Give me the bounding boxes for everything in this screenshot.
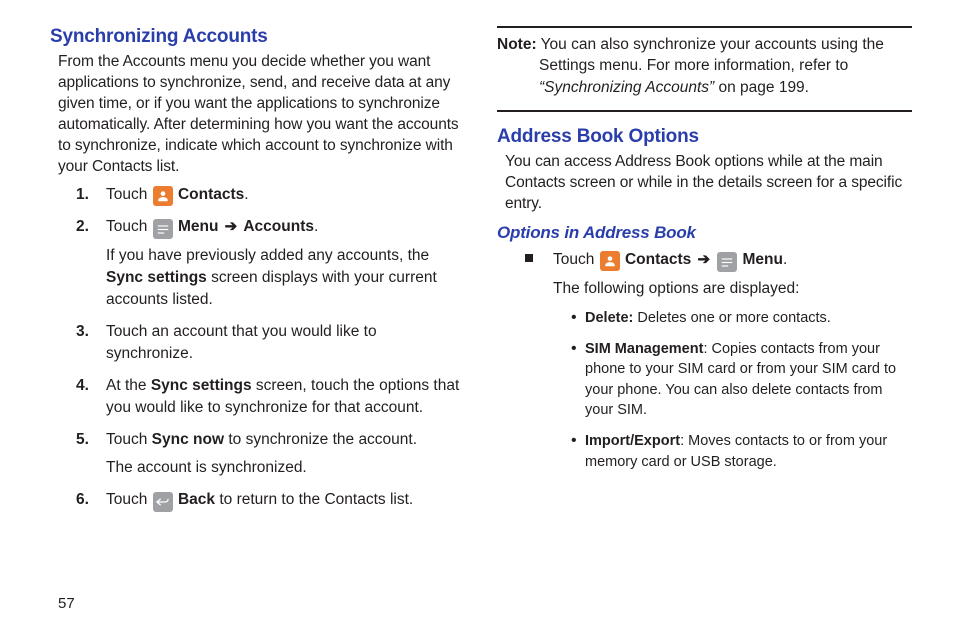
step6-back-label: Back <box>174 491 215 508</box>
note-block: Note: You can also synchronize your acco… <box>497 34 912 112</box>
back-icon <box>153 492 173 512</box>
sync-intro: From the Accounts menu you decide whethe… <box>58 52 465 178</box>
note-xref: “Synchronizing Accounts” <box>539 79 718 96</box>
heading-address-book: Address Book Options <box>497 126 912 148</box>
step2-sub: If you have previously added any account… <box>106 245 465 311</box>
bullet-sim: SIM Management: Copies contacts from you… <box>571 339 912 421</box>
step2-menu-label: Menu <box>174 218 219 235</box>
arrow-icon: ➔ <box>218 218 243 235</box>
note-label: Note: <box>497 36 537 53</box>
contacts-icon <box>600 251 620 271</box>
menu-icon <box>153 219 173 239</box>
step-6: Touch Back to return to the Contacts lis… <box>76 489 465 512</box>
right-column: Note: You can also synchronize your acco… <box>497 26 912 626</box>
bullet-delete: Delete: Deletes one or more contacts. <box>571 308 912 329</box>
left-column: Synchronizing Accounts From the Accounts… <box>50 26 465 626</box>
menu-icon <box>717 252 737 272</box>
step-1: Touch Contacts. <box>76 184 465 206</box>
step1-touch: Touch <box>106 186 152 203</box>
step5-sub: The account is synchronized. <box>106 457 465 479</box>
step1-contacts-label: Contacts <box>174 186 245 203</box>
heading-sync-accounts: Synchronizing Accounts <box>50 26 465 48</box>
step2-accounts-label: Accounts <box>243 218 314 235</box>
options-sub: The following options are displayed: <box>553 278 912 300</box>
step2-touch: Touch <box>106 218 152 235</box>
options-touch-item: Touch Contacts ➔ Menu. The following opt… <box>525 249 912 472</box>
manual-page: Synchronizing Accounts From the Accounts… <box>0 0 954 636</box>
page-number: 57 <box>58 595 75 612</box>
subheading-options: Options in Address Book <box>497 223 912 243</box>
step-3: Touch an account that you would like to … <box>76 321 465 365</box>
address-intro: You can access Address Book options whil… <box>505 152 912 215</box>
step-4: At the Sync settings screen, touch the o… <box>76 375 465 419</box>
step-5: Touch Sync now to synchronize the accoun… <box>76 429 465 479</box>
step-2: Touch Menu ➔ Accounts. If you have previ… <box>76 216 465 312</box>
contacts-icon <box>153 186 173 206</box>
options-entry: Touch Contacts ➔ Menu. The following opt… <box>525 249 912 472</box>
arrow-icon: ➔ <box>691 251 716 268</box>
options-bullets: Delete: Deletes one or more contacts. SI… <box>571 308 912 472</box>
sync-steps: Touch Contacts. Touch Menu ➔ Accounts. I… <box>76 184 465 513</box>
bullet-import-export: Import/Export: Moves contacts to or from… <box>571 431 912 472</box>
note-hang: Settings menu. For more information, ref… <box>497 55 912 98</box>
